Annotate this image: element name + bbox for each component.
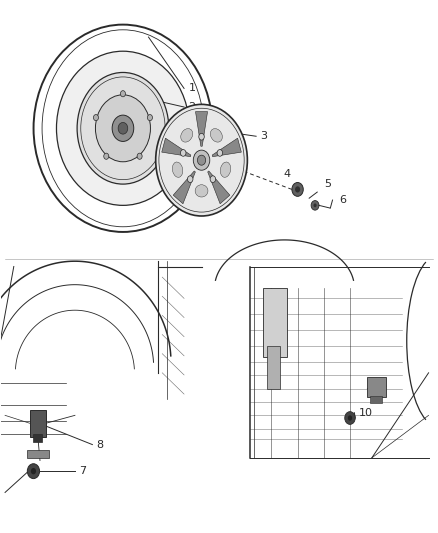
Text: 7: 7 xyxy=(79,466,86,476)
Polygon shape xyxy=(195,111,208,146)
Ellipse shape xyxy=(181,128,193,142)
Circle shape xyxy=(27,464,39,479)
Circle shape xyxy=(104,153,109,159)
Text: 9: 9 xyxy=(372,384,379,394)
FancyBboxPatch shape xyxy=(267,346,280,389)
Polygon shape xyxy=(162,138,191,157)
Circle shape xyxy=(95,95,150,162)
FancyBboxPatch shape xyxy=(263,288,287,357)
Circle shape xyxy=(118,123,128,134)
Text: 10: 10 xyxy=(359,408,373,418)
Ellipse shape xyxy=(57,51,189,205)
Circle shape xyxy=(112,115,134,141)
Text: 5: 5 xyxy=(324,180,331,189)
Ellipse shape xyxy=(195,185,208,197)
Text: 4: 4 xyxy=(283,169,290,179)
Circle shape xyxy=(155,104,247,216)
Circle shape xyxy=(314,204,317,207)
Circle shape xyxy=(31,468,36,474)
Ellipse shape xyxy=(220,162,231,177)
Circle shape xyxy=(217,150,223,156)
Circle shape xyxy=(120,91,125,97)
Circle shape xyxy=(180,150,186,156)
Text: 8: 8 xyxy=(97,440,104,450)
Circle shape xyxy=(210,176,215,182)
FancyBboxPatch shape xyxy=(370,395,382,403)
Polygon shape xyxy=(173,171,195,204)
Circle shape xyxy=(148,115,152,120)
Circle shape xyxy=(137,153,142,159)
Polygon shape xyxy=(208,171,230,204)
Circle shape xyxy=(311,200,319,210)
Circle shape xyxy=(345,411,355,424)
Circle shape xyxy=(93,115,99,120)
Circle shape xyxy=(77,72,169,184)
Text: 1: 1 xyxy=(188,83,195,93)
Ellipse shape xyxy=(173,162,183,177)
Circle shape xyxy=(348,415,352,421)
FancyBboxPatch shape xyxy=(33,434,42,442)
Text: 3: 3 xyxy=(261,131,268,141)
FancyBboxPatch shape xyxy=(367,376,386,397)
Polygon shape xyxy=(212,138,241,157)
Text: 2: 2 xyxy=(188,102,195,112)
Ellipse shape xyxy=(210,128,223,142)
Circle shape xyxy=(295,187,300,192)
Circle shape xyxy=(187,176,193,182)
FancyBboxPatch shape xyxy=(30,410,46,437)
Text: 6: 6 xyxy=(339,195,346,205)
Circle shape xyxy=(193,150,210,170)
FancyBboxPatch shape xyxy=(27,450,49,458)
Circle shape xyxy=(292,182,303,196)
Circle shape xyxy=(199,133,204,140)
Circle shape xyxy=(198,155,206,165)
